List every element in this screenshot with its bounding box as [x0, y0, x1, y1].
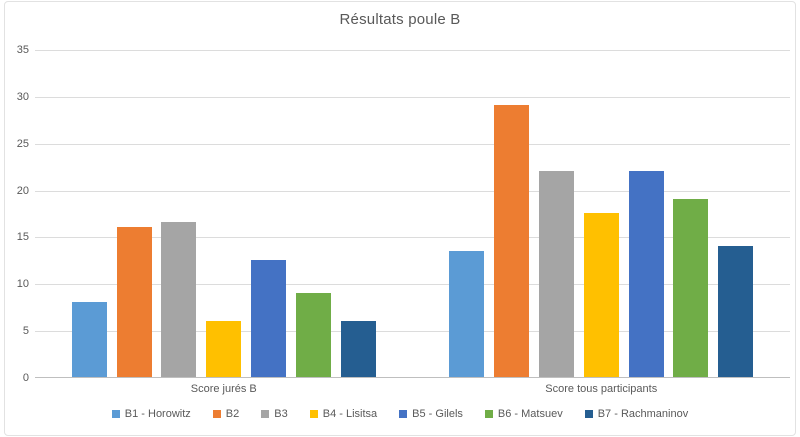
y-tick-label-0: 0	[22, 372, 29, 384]
bar-s2-c2	[494, 105, 530, 377]
legend-label-b3: B3	[274, 408, 288, 420]
legend-item-b4: B4 - Lisitsa	[309, 408, 378, 420]
legend-label-b5: B5 - Gilels	[412, 408, 463, 420]
chart-title: Résultats poule B	[339, 11, 461, 28]
y-tick-label-10: 10	[16, 278, 29, 291]
legend-label-b4: B4 - Lisitsa	[322, 408, 378, 420]
y-tick-label-30: 30	[16, 90, 29, 103]
bar-s3-c2	[538, 170, 574, 377]
legend-item-b3: B3	[261, 408, 288, 420]
legend-swatch-icon-b4	[309, 410, 318, 418]
legend-item-b2: B2	[212, 408, 240, 420]
bar-s6-c1	[295, 292, 331, 377]
legend-swatch-icon-b6	[484, 410, 493, 418]
bar-s5-c1	[251, 259, 287, 377]
legend-item-b6: B6 - Matsuev	[484, 408, 563, 420]
bar-s3-c1	[161, 222, 197, 377]
legend-item-b5: B5 - Gilels	[399, 408, 463, 420]
legend-item-b7: B7 - Rachmaninov	[584, 408, 689, 420]
legend-swatch-icon-b7	[584, 410, 593, 418]
y-tick-label-25: 25	[16, 137, 29, 150]
bar-s1-c2	[449, 250, 485, 377]
gridline-25	[35, 143, 790, 145]
y-axis: 35 30 25 20 15 10 5 0	[7, 44, 29, 384]
legend-item-b1: B1 - Horowitz	[111, 408, 191, 420]
x-axis: Score jurés B Score tous participants	[35, 383, 790, 397]
bar-s4-c1	[206, 320, 242, 377]
legend-label-b6: B6 - Matsuev	[497, 408, 563, 420]
legend-swatch-icon-b2	[212, 410, 221, 418]
bar-s4-c2	[583, 213, 619, 377]
y-tick-label-35: 35	[16, 44, 29, 56]
bar-s7-c2	[718, 245, 754, 377]
bar-s6-c2	[673, 198, 709, 377]
bar-s7-c1	[340, 320, 376, 377]
legend: B1 - Horowitz B2 B3 B4 - Lisitsa B5 - Gilels…	[5, 408, 795, 420]
chart-frame: Résultats poule B 35 30 25 20 15 10 5 0 Score j…	[4, 1, 796, 436]
legend-label-b7: B7 - Rachmaninov	[597, 408, 689, 420]
plot-area	[35, 50, 790, 378]
bar-s1-c1	[71, 302, 107, 377]
gridline-10	[35, 284, 790, 286]
gridline-20	[35, 190, 790, 192]
bar-s2-c1	[116, 227, 152, 377]
legend-swatch-icon-b1	[111, 410, 120, 418]
y-tick-label-15: 15	[16, 231, 29, 244]
legend-label-b1: B1 - Horowitz	[124, 408, 191, 420]
category-label-score-jures-b: Score jurés B	[190, 383, 257, 395]
gridline-35	[35, 50, 790, 51]
legend-swatch-icon-b5	[399, 410, 408, 418]
bar-s5-c2	[628, 170, 664, 377]
legend-swatch-icon-b3	[261, 410, 270, 418]
gridline-5	[35, 331, 790, 333]
y-tick-label-20: 20	[16, 184, 29, 197]
legend-label-b2: B2	[225, 408, 240, 420]
gridline-15	[35, 237, 790, 239]
category-label-score-tous-participants: Score tous participants	[545, 383, 658, 395]
y-tick-label-5: 5	[22, 325, 29, 338]
gridline-30	[35, 96, 790, 98]
